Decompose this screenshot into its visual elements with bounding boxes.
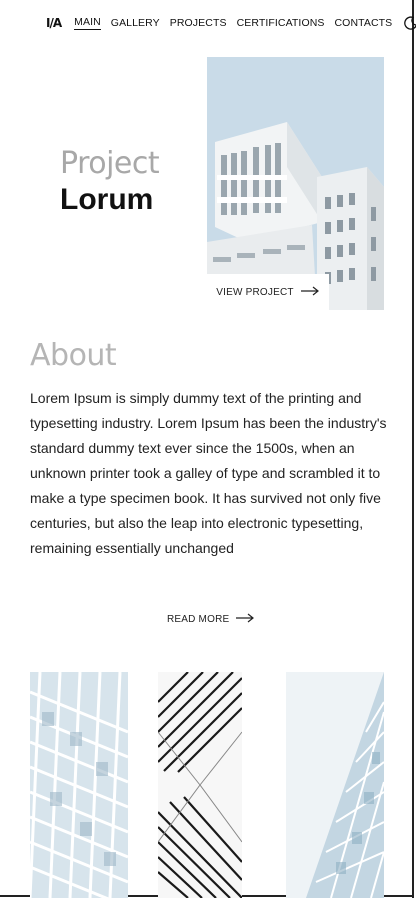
frame-right-border [412,0,414,898]
gallery-image-3[interactable] [286,672,384,898]
moon-icon[interactable] [404,16,416,30]
top-nav: I/A MAIN GALLERY PROJECTS CERTIFICATIONS… [46,14,416,32]
logo[interactable]: I/A [46,16,62,30]
about-paragraph: Lorem Ipsum is simply dummy text of the … [30,390,387,556]
hero-title-light: Project [60,146,160,181]
view-project-button[interactable]: VIEW PROJECT [207,274,329,310]
hero-title: Project Lorum [60,146,200,218]
nav-contacts[interactable]: CONTACTS [334,17,393,29]
gallery-image-2[interactable] [158,672,242,898]
nav-certifications[interactable]: CERTIFICATIONS [236,17,325,29]
hero-title-bold: Lorum [60,183,154,216]
read-more-button[interactable]: READ MORE [167,613,255,626]
about-heading: About [30,338,117,373]
arrow-right-icon [235,613,255,626]
hero-building-image[interactable] [207,57,384,310]
read-more-label: READ MORE [167,614,230,625]
nav-gallery[interactable]: GALLERY [110,17,160,29]
arrow-right-icon [300,286,320,299]
nav-projects[interactable]: PROJECTS [169,17,227,29]
view-project-label: VIEW PROJECT [216,286,294,298]
nav-main[interactable]: MAIN [74,16,101,30]
gallery-image-1[interactable] [30,672,128,898]
